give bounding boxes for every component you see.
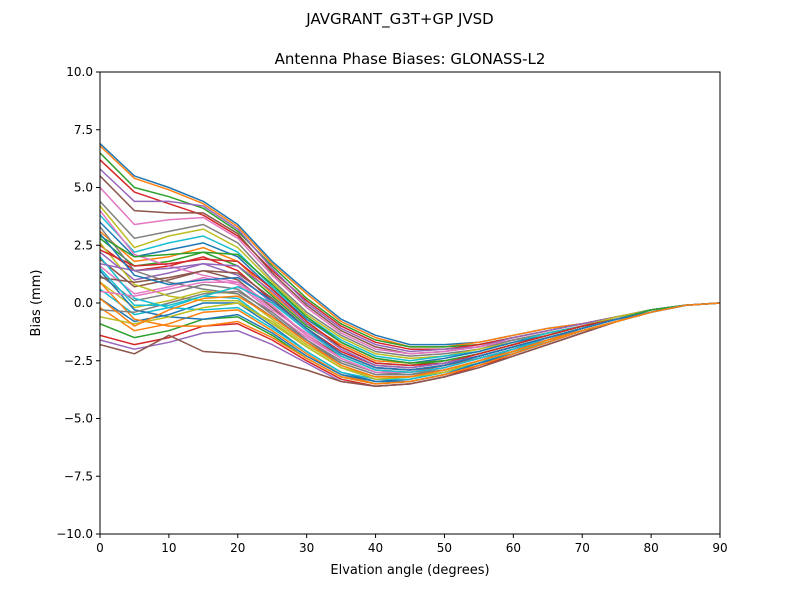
x-tick-label: 10 [161, 541, 176, 555]
chart-title: Antenna Phase Biases: GLONASS-L2 [275, 50, 546, 68]
y-tick-label: −2.5 [64, 354, 93, 368]
x-tick-label: 0 [96, 541, 104, 555]
x-tick-label: 60 [506, 541, 521, 555]
y-tick-label: −5.0 [64, 412, 93, 426]
plot-area [99, 71, 721, 535]
x-tick-label: 90 [712, 541, 727, 555]
series-line [100, 205, 720, 360]
x-axis-label: Elvation angle (degrees) [330, 563, 489, 578]
series-line [100, 233, 720, 371]
x-axis: 0 10 20 30 40 50 60 70 80 90 [96, 534, 728, 555]
y-tick-label: 5.0 [74, 181, 93, 195]
y-axis: −10.0 −7.5 −5.0 −2.5 0.0 2.5 5.0 7.5 10.0 [56, 65, 100, 541]
x-tick-label: 50 [437, 541, 452, 555]
x-tick-label: 30 [299, 541, 314, 555]
x-tick-label: 20 [230, 541, 245, 555]
x-tick-label: 40 [368, 541, 383, 555]
series-line [100, 295, 720, 378]
y-axis-label: Bias (mm) [29, 270, 44, 337]
y-tick-label: −10.0 [56, 527, 93, 541]
y-tick-label: 7.5 [74, 123, 93, 137]
series-layer [100, 143, 720, 387]
y-tick-label: 0.0 [74, 296, 93, 310]
x-tick-label: 70 [575, 541, 590, 555]
x-tick-label: 80 [643, 541, 658, 555]
y-tick-label: 2.5 [74, 238, 93, 252]
y-tick-label: −7.5 [64, 469, 93, 483]
figure-suptitle: JAVGRANT_G3T+GP JVSD [305, 10, 493, 29]
y-tick-label: 10.0 [66, 65, 93, 79]
